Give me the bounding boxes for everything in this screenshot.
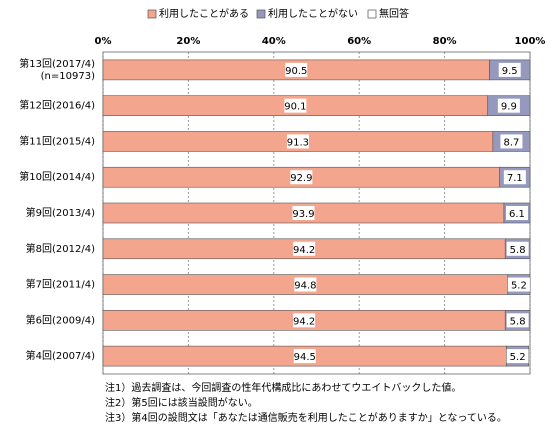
value-label-bg	[292, 206, 315, 220]
x-tick-label: 100%	[515, 36, 546, 47]
value-label-bg	[500, 134, 523, 149]
value-label: 7.1	[507, 173, 523, 184]
y-tick-label: 第13回(2017/4) (n=10973)	[19, 57, 95, 82]
y-tick-label: 第11回(2015/4)	[19, 134, 95, 147]
value-label-bg	[498, 62, 521, 77]
value-label-bg	[293, 241, 316, 256]
x-tick-label: 40%	[262, 36, 286, 47]
value-label-bg	[506, 313, 529, 328]
value-label: 8.7	[503, 137, 519, 148]
value-label-bg	[290, 170, 313, 185]
value-label-bg	[497, 98, 520, 113]
y-tick-label: 第10回(2014/4)	[19, 170, 95, 183]
legend-swatch	[256, 9, 266, 19]
value-label: 93.9	[292, 209, 314, 220]
value-label: 6.1	[509, 209, 525, 220]
y-tick-label: 第6回(2009/4)	[26, 313, 95, 326]
y-tick-label: 第8回(2012/4)	[26, 242, 95, 255]
y-tick-label: 第9回(2013/4)	[26, 206, 95, 219]
note: 注1）過去調査は、今回調査の性年代構成比にあわせてウエイトバックした値。	[105, 381, 461, 394]
value-label: 5.2	[510, 352, 526, 363]
value-label: 5.8	[510, 245, 526, 256]
legend-swatch	[367, 9, 377, 19]
value-label-bg	[293, 349, 316, 364]
value-label: 94.2	[293, 245, 315, 256]
value-label-bg	[506, 241, 529, 256]
value-label-bg	[285, 62, 308, 77]
value-label: 94.5	[294, 352, 316, 363]
legend-label: 利用したことがある	[159, 7, 249, 20]
y-tick-label: 第4回(2007/4)	[26, 349, 95, 362]
y-tick-label: 第12回(2016/4)	[19, 99, 95, 112]
value-label-bg	[506, 349, 529, 364]
value-label: 90.1	[284, 102, 306, 113]
note: 注3）第4回の設問文は「あなたは通信販売を利用したことがありますか」となっている…	[105, 411, 507, 424]
value-label: 5.2	[511, 281, 527, 292]
value-label-bg	[286, 134, 309, 149]
value-label-bg	[507, 277, 530, 292]
value-label-bg	[294, 277, 317, 292]
value-label-bg	[284, 98, 307, 113]
value-label-bg	[505, 206, 528, 220]
x-tick-label: 60%	[347, 36, 371, 47]
x-tick-label: 20%	[176, 36, 200, 47]
y-tick-label: 第7回(2011/4)	[26, 278, 95, 291]
legend-label: 無回答	[379, 7, 409, 20]
value-label: 5.8	[510, 316, 526, 327]
value-label-bg	[293, 313, 316, 328]
value-label-bg	[503, 170, 526, 185]
value-label: 94.8	[294, 281, 316, 292]
note: 注2）第5回には該当設問がない。	[105, 396, 258, 409]
legend-swatch	[147, 9, 157, 19]
x-tick-label: 0%	[95, 36, 112, 47]
x-tick-label: 80%	[433, 36, 457, 47]
legend-label: 利用したことがない	[268, 7, 358, 20]
value-label: 94.2	[293, 316, 315, 327]
value-label: 92.9	[290, 173, 312, 184]
value-label: 9.9	[501, 102, 517, 113]
value-label: 9.5	[502, 66, 518, 77]
value-label: 90.5	[285, 66, 307, 77]
value-label: 91.3	[287, 137, 309, 148]
